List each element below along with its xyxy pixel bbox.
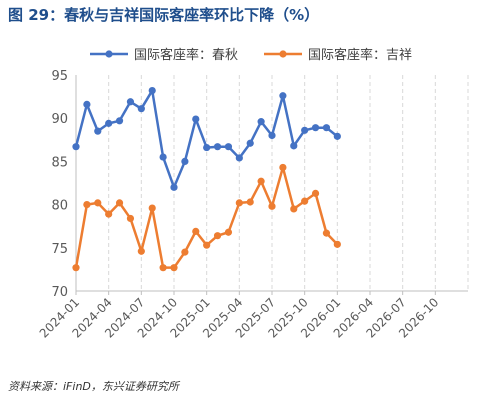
data-point-s1-2025-05 xyxy=(246,139,254,147)
legend-series1-marker xyxy=(105,50,113,58)
data-point-s1-2025-07 xyxy=(268,131,276,140)
line-chart: 7075808590952024-012024-042024-072024-10… xyxy=(37,47,469,341)
y-tick-label-80: 80 xyxy=(51,199,68,214)
data-point-s1-2025-04 xyxy=(235,154,243,162)
data-point-s2-2024-04 xyxy=(105,210,113,218)
data-point-s2-2025-10 xyxy=(301,197,309,205)
data-point-s1-2024-06 xyxy=(126,98,135,106)
data-point-s2-2026-01 xyxy=(333,240,341,248)
data-point-s1-2024-08 xyxy=(148,86,156,95)
data-point-s1-2024-01 xyxy=(72,143,80,151)
data-point-s2-2024-02 xyxy=(83,201,91,209)
data-point-s2-2024-06 xyxy=(126,214,135,223)
data-point-s2-2025-05 xyxy=(246,198,254,206)
data-point-s2-2024-05 xyxy=(115,199,124,207)
data-point-s1-2024-12 xyxy=(192,115,200,123)
data-point-s1-2025-08 xyxy=(279,92,287,100)
figure-title: 图 29：春秋与吉祥国际客座率环比下降（%） xyxy=(8,6,320,24)
data-point-s2-2024-11 xyxy=(181,248,189,256)
legend-series2-label: 国际客座率：吉祥 xyxy=(308,47,412,63)
data-point-s1-2025-01 xyxy=(203,143,211,152)
series-lines xyxy=(72,86,341,272)
y-tick-label-75: 75 xyxy=(51,242,68,257)
data-point-s1-2024-10 xyxy=(170,183,178,191)
legend-series2-marker xyxy=(279,50,287,58)
data-point-s2-2025-04 xyxy=(235,199,243,207)
data-point-s1-2025-02 xyxy=(213,143,222,151)
data-point-s1-2024-07 xyxy=(137,105,145,113)
data-point-s1-2025-12 xyxy=(322,124,331,132)
data-point-s1-2025-03 xyxy=(224,143,233,151)
data-point-s2-2025-03 xyxy=(224,228,233,236)
data-point-s2-2025-06 xyxy=(257,177,265,185)
data-point-s2-2025-11 xyxy=(311,189,320,197)
data-point-s1-2024-11 xyxy=(181,157,189,165)
data-point-s1-2025-06 xyxy=(257,118,265,126)
data-point-s2-2024-03 xyxy=(94,199,102,207)
data-point-s2-2024-12 xyxy=(192,227,200,235)
data-point-s2-2024-01 xyxy=(72,264,80,272)
source-note: 资料来源：iFinD，东兴证券研究所 xyxy=(8,380,179,393)
data-point-s2-2024-10 xyxy=(170,264,178,272)
data-point-s1-2024-02 xyxy=(83,100,91,108)
data-point-s1-2025-11 xyxy=(311,124,320,132)
data-point-s1-2024-05 xyxy=(115,117,124,125)
data-point-s1-2024-04 xyxy=(105,119,113,127)
data-point-s1-2025-09 xyxy=(290,142,298,150)
data-point-s2-2025-09 xyxy=(290,205,298,213)
data-point-s1-2024-09 xyxy=(159,153,167,161)
y-tick-label-85: 85 xyxy=(51,155,68,170)
data-point-s2-2025-02 xyxy=(213,232,222,240)
legend: 国际客座率：春秋 国际客座率：吉祥 xyxy=(90,47,412,63)
y-tick-label-95: 95 xyxy=(51,69,68,84)
y-tick-label-70: 70 xyxy=(51,285,68,300)
data-point-s2-2025-01 xyxy=(203,241,211,249)
data-point-s2-2024-07 xyxy=(137,247,145,255)
data-point-s2-2025-08 xyxy=(279,163,287,172)
data-point-s2-2025-12 xyxy=(322,229,331,237)
data-point-s1-2025-10 xyxy=(301,126,309,134)
data-point-s2-2024-08 xyxy=(148,204,156,212)
data-point-s2-2024-09 xyxy=(159,264,167,272)
data-point-s2-2025-07 xyxy=(268,202,276,210)
data-point-s1-2024-03 xyxy=(94,127,102,135)
grid-lines xyxy=(75,75,469,291)
data-point-s1-2026-01 xyxy=(333,132,341,140)
y-tick-label-90: 90 xyxy=(51,112,68,127)
legend-series1-label: 国际客座率：春秋 xyxy=(134,47,238,63)
